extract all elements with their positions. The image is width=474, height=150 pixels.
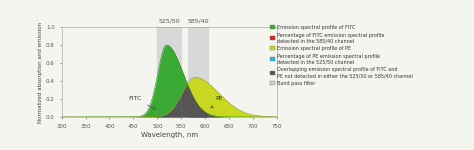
Text: 585/40: 585/40: [187, 18, 209, 23]
Text: 525/50: 525/50: [158, 18, 180, 23]
Bar: [189, 27, 208, 117]
Text: FITC: FITC: [128, 96, 155, 109]
Y-axis label: Normalized absorption and emission: Normalized absorption and emission: [38, 21, 43, 123]
Legend: Emission spectral profile of FITC, Percentage of FITC emission spectral profile
: Emission spectral profile of FITC, Perce…: [270, 25, 412, 86]
Text: PE: PE: [211, 96, 223, 108]
Bar: [157, 27, 181, 117]
X-axis label: Wavelength, nm: Wavelength, nm: [141, 132, 198, 138]
